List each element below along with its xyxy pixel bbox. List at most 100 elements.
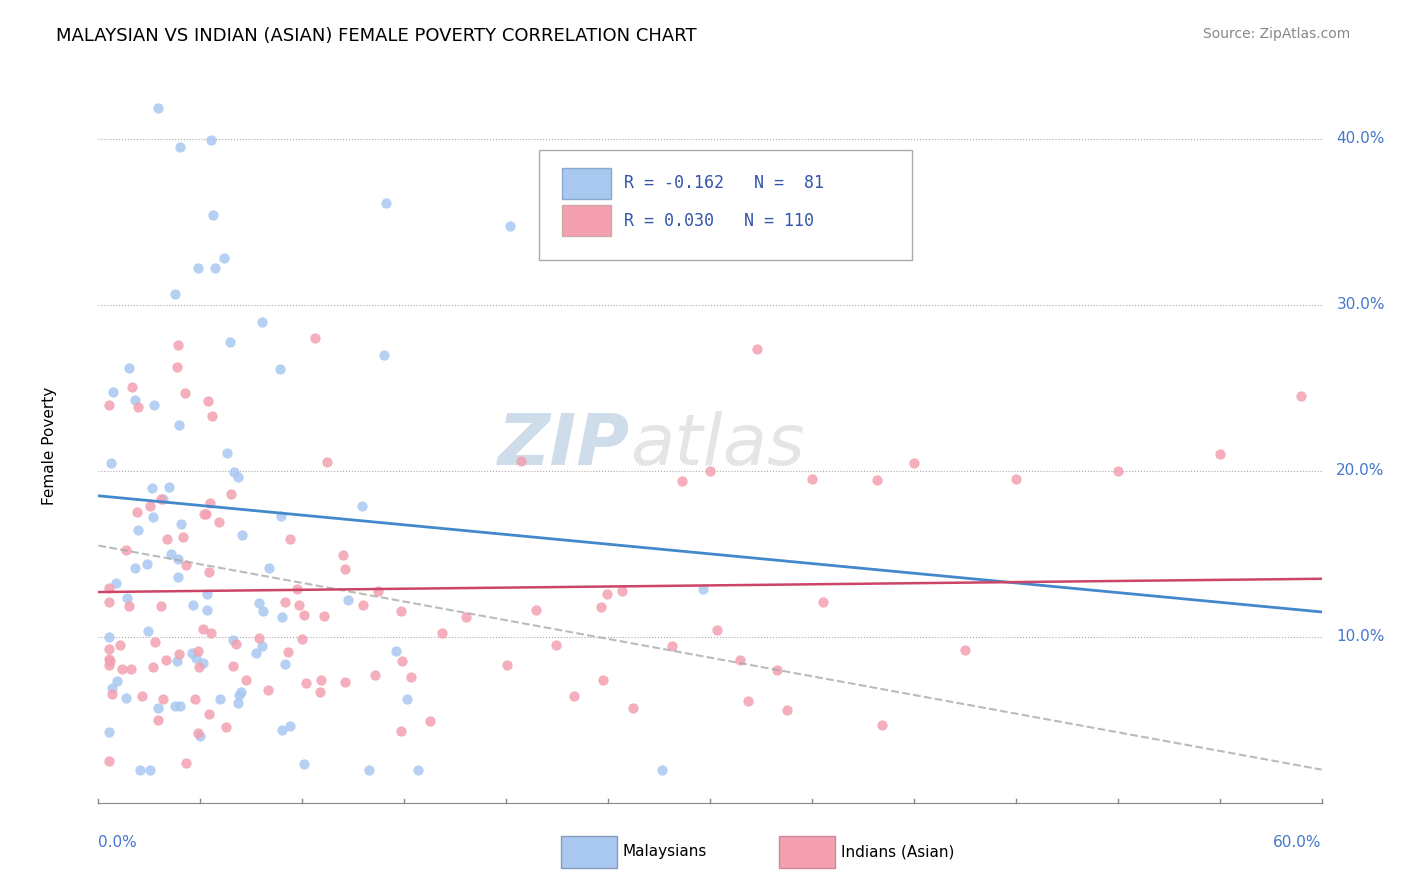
Point bbox=[524, 603, 547, 617]
Point bbox=[866, 473, 889, 487]
Point bbox=[111, 661, 134, 675]
Text: 10.0%: 10.0% bbox=[1336, 630, 1385, 644]
Point bbox=[120, 662, 142, 676]
Point bbox=[181, 647, 204, 661]
Point bbox=[163, 287, 186, 301]
Point bbox=[250, 639, 273, 653]
Point bbox=[184, 691, 207, 706]
Text: Indians (Asian): Indians (Asian) bbox=[841, 845, 955, 859]
Text: atlas: atlas bbox=[630, 411, 806, 481]
Text: 60.0%: 60.0% bbox=[1274, 835, 1322, 850]
Point bbox=[198, 565, 221, 579]
Point bbox=[432, 625, 454, 640]
Point bbox=[285, 582, 308, 596]
Point bbox=[188, 729, 211, 743]
Point bbox=[766, 663, 789, 677]
Point bbox=[191, 656, 214, 670]
Text: MALAYSIAN VS INDIAN (ASIAN) FEMALE POVERTY CORRELATION CHART: MALAYSIAN VS INDIAN (ASIAN) FEMALE POVER… bbox=[56, 27, 697, 45]
Point bbox=[114, 543, 136, 558]
Point bbox=[292, 608, 315, 623]
Point bbox=[208, 515, 231, 529]
Text: R = 0.030   N = 110: R = 0.030 N = 110 bbox=[624, 211, 814, 229]
Point bbox=[195, 587, 218, 601]
Point bbox=[187, 260, 209, 275]
Point bbox=[139, 763, 162, 777]
Point bbox=[357, 763, 380, 777]
Point bbox=[747, 343, 769, 357]
Text: 0.0%: 0.0% bbox=[98, 835, 138, 850]
Point bbox=[314, 608, 336, 623]
Text: 40.0%: 40.0% bbox=[1336, 131, 1385, 146]
Point bbox=[97, 595, 120, 609]
Point bbox=[953, 642, 976, 657]
Point bbox=[699, 464, 721, 478]
Point bbox=[115, 591, 138, 605]
Point bbox=[148, 701, 170, 715]
Point bbox=[295, 676, 318, 690]
Point bbox=[152, 691, 174, 706]
Point bbox=[222, 465, 245, 479]
Point bbox=[419, 714, 441, 728]
Point bbox=[141, 481, 163, 495]
Point bbox=[278, 718, 301, 732]
Point bbox=[97, 641, 120, 656]
FancyBboxPatch shape bbox=[562, 168, 612, 199]
Point bbox=[167, 417, 190, 432]
Point bbox=[97, 725, 120, 739]
Point bbox=[610, 584, 633, 599]
Point bbox=[200, 626, 222, 640]
Point bbox=[352, 598, 374, 612]
Text: 20.0%: 20.0% bbox=[1336, 463, 1385, 478]
Point bbox=[671, 475, 693, 489]
Point bbox=[621, 700, 644, 714]
Point bbox=[396, 692, 419, 706]
Point bbox=[247, 631, 270, 645]
Point bbox=[166, 552, 188, 566]
Point bbox=[97, 754, 120, 768]
Point bbox=[131, 689, 153, 703]
Point bbox=[903, 456, 925, 470]
Point bbox=[399, 670, 422, 684]
Point bbox=[166, 570, 188, 584]
Point bbox=[197, 394, 219, 409]
Point bbox=[172, 530, 194, 544]
Point bbox=[391, 654, 413, 668]
Point bbox=[226, 696, 249, 710]
Point bbox=[692, 582, 714, 596]
Point bbox=[170, 516, 193, 531]
Point bbox=[204, 260, 226, 275]
Point bbox=[128, 763, 150, 777]
Point bbox=[97, 581, 120, 595]
Text: 30.0%: 30.0% bbox=[1336, 297, 1385, 312]
Point bbox=[454, 610, 477, 624]
Point bbox=[105, 673, 128, 688]
Point bbox=[104, 575, 127, 590]
Point bbox=[100, 457, 122, 471]
Point bbox=[121, 380, 143, 394]
Point bbox=[97, 657, 120, 672]
Point bbox=[374, 196, 396, 211]
Point bbox=[596, 587, 619, 601]
Point bbox=[139, 499, 162, 513]
Point bbox=[270, 610, 292, 624]
Point bbox=[160, 547, 183, 561]
Point bbox=[332, 548, 354, 562]
Point bbox=[222, 633, 245, 648]
Point bbox=[250, 314, 273, 328]
Point bbox=[165, 699, 187, 714]
FancyBboxPatch shape bbox=[538, 150, 912, 260]
Point bbox=[184, 650, 207, 665]
Point bbox=[292, 757, 315, 772]
Point bbox=[187, 644, 209, 658]
Point bbox=[174, 558, 197, 572]
Point bbox=[231, 528, 253, 542]
Point bbox=[389, 604, 412, 618]
Point bbox=[384, 644, 406, 658]
Point bbox=[270, 508, 292, 523]
Point bbox=[167, 337, 190, 351]
Text: R = -0.162   N =  81: R = -0.162 N = 81 bbox=[624, 175, 824, 193]
Point bbox=[288, 598, 311, 612]
Point bbox=[208, 692, 231, 706]
Point bbox=[225, 637, 247, 651]
Point bbox=[309, 685, 332, 699]
